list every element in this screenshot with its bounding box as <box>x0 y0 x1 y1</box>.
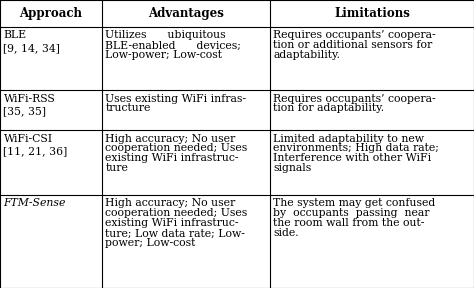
Text: environments; High data rate;: environments; High data rate; <box>273 143 439 154</box>
Text: FTM-Sense: FTM-Sense <box>3 198 66 209</box>
Text: power; Low-cost: power; Low-cost <box>106 238 196 249</box>
Text: tion or additional sensors for: tion or additional sensors for <box>273 41 433 50</box>
Text: ture: ture <box>106 164 128 173</box>
Text: WiFi-RSS
[35, 35]: WiFi-RSS [35, 35] <box>3 94 55 116</box>
Text: tructure: tructure <box>106 103 151 113</box>
Text: Requires occupants’ coopera-: Requires occupants’ coopera- <box>273 94 436 103</box>
Text: The system may get confused: The system may get confused <box>273 198 436 209</box>
Text: side.: side. <box>273 228 299 238</box>
Text: tion for adaptability.: tion for adaptability. <box>273 103 384 113</box>
Text: Interference with other WiFi: Interference with other WiFi <box>273 154 432 164</box>
Text: Limitations: Limitations <box>334 7 410 20</box>
Text: existing WiFi infrastruc-: existing WiFi infrastruc- <box>106 154 239 164</box>
Text: Utilizes      ubiquitous: Utilizes ubiquitous <box>106 31 226 41</box>
Text: Approach: Approach <box>19 7 82 20</box>
Text: adaptability.: adaptability. <box>273 50 340 60</box>
Text: existing WiFi infrastruc-: existing WiFi infrastruc- <box>106 219 239 228</box>
Text: Advantages: Advantages <box>148 7 224 20</box>
Text: by  occupants  passing  near: by occupants passing near <box>273 209 430 219</box>
Text: BLE
[9, 14, 34]: BLE [9, 14, 34] <box>3 31 60 53</box>
Text: cooperation needed; Uses: cooperation needed; Uses <box>106 209 248 219</box>
Text: Limited adaptability to new: Limited adaptability to new <box>273 134 425 143</box>
Text: Uses existing WiFi infras-: Uses existing WiFi infras- <box>106 94 246 103</box>
Text: Low-power; Low-cost: Low-power; Low-cost <box>106 50 222 60</box>
Text: ture; Low data rate; Low-: ture; Low data rate; Low- <box>106 228 246 238</box>
Text: High accuracy; No user: High accuracy; No user <box>106 198 236 209</box>
Text: cooperation needed; Uses: cooperation needed; Uses <box>106 143 248 154</box>
Text: signals: signals <box>273 164 312 173</box>
Text: the room wall from the out-: the room wall from the out- <box>273 219 425 228</box>
Text: WiFi-CSI
[11, 21, 36]: WiFi-CSI [11, 21, 36] <box>3 134 68 156</box>
Text: BLE-enabled      devices;: BLE-enabled devices; <box>106 41 241 50</box>
Text: Requires occupants’ coopera-: Requires occupants’ coopera- <box>273 31 436 41</box>
Text: High accuracy; No user: High accuracy; No user <box>106 134 236 143</box>
